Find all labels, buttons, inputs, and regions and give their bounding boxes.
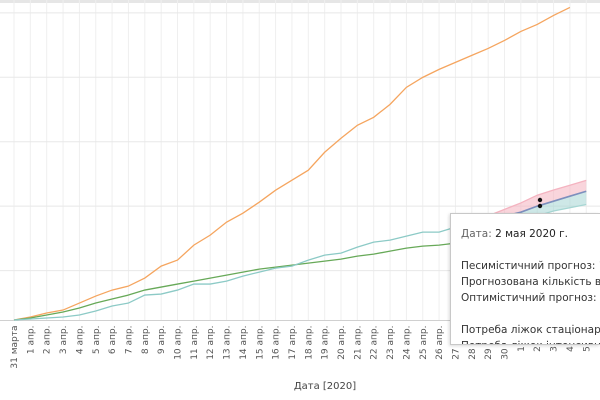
x-tick-label: 8 апр.: [141, 326, 151, 355]
tooltip: Дата: 2 мая 2020 г. Песимістичний прогно…: [450, 213, 600, 345]
x-tick-label: 6 апр.: [108, 326, 118, 355]
x-axis-title: Дата [2020]: [294, 381, 356, 392]
x-tick-label: 15 апр.: [255, 326, 265, 360]
tooltip-line: Потреба ліжок інтенсивної т: [461, 338, 600, 344]
tooltip-line: Песимістичний прогноз: 1 02: [461, 260, 600, 272]
top-bar: [0, 0, 600, 3]
tooltip-line: Прогнозована кількість випа: [461, 276, 600, 288]
x-tick-label: 20 апр.: [337, 326, 347, 360]
series-line: [13, 6, 571, 321]
x-tick-label: 19 апр.: [321, 326, 331, 360]
x-tick-label: 11 апр.: [190, 326, 200, 360]
x-tick-label: 4 апр.: [75, 326, 85, 355]
x-tick-label: 9 апр.: [157, 326, 167, 355]
x-tick-label: 3 апр.: [59, 326, 69, 355]
hover-dot: [537, 203, 543, 209]
x-tick-label: 26 апр.: [435, 326, 445, 360]
series-line: [13, 242, 456, 321]
x-tick-label: 5 апр.: [92, 326, 102, 355]
x-tick-label: 25 апр.: [419, 326, 429, 360]
x-tick-label: 2 апр.: [43, 326, 53, 355]
x-tick-label: 10 апр.: [174, 326, 184, 360]
x-tick-label: 21 апр.: [353, 326, 363, 360]
x-tick-label: 7 апр.: [124, 326, 134, 355]
tooltip-line: Оптимістичний прогноз: 921: [461, 292, 600, 304]
x-tick-label: 17 апр.: [288, 326, 298, 360]
x-tick-label: 24 апр.: [402, 326, 412, 360]
series-line: [13, 221, 472, 321]
plot: [13, 6, 587, 321]
forecast-band: [471, 180, 587, 223]
x-tick-label: 18 апр.: [304, 326, 314, 360]
hover-dot: [537, 197, 543, 203]
tooltip-label: Дата:: [461, 228, 492, 240]
tooltip-line: Потреба ліжок стаціонару: 1: [461, 324, 600, 336]
x-tick-label: 12 апр.: [206, 326, 216, 360]
x-tick-label: 13 апр.: [223, 326, 233, 360]
x-tick-label: 16 апр.: [272, 326, 282, 360]
x-tick-label: 23 апр.: [386, 326, 396, 360]
tooltip-value: 2 мая 2020 г.: [495, 228, 569, 240]
x-tick-label: 14 апр.: [239, 326, 249, 360]
x-tick-label: 1 апр.: [26, 326, 36, 355]
x-tick-label: 22 апр.: [370, 326, 380, 360]
x-tick-label: 31 марта: [10, 326, 20, 369]
